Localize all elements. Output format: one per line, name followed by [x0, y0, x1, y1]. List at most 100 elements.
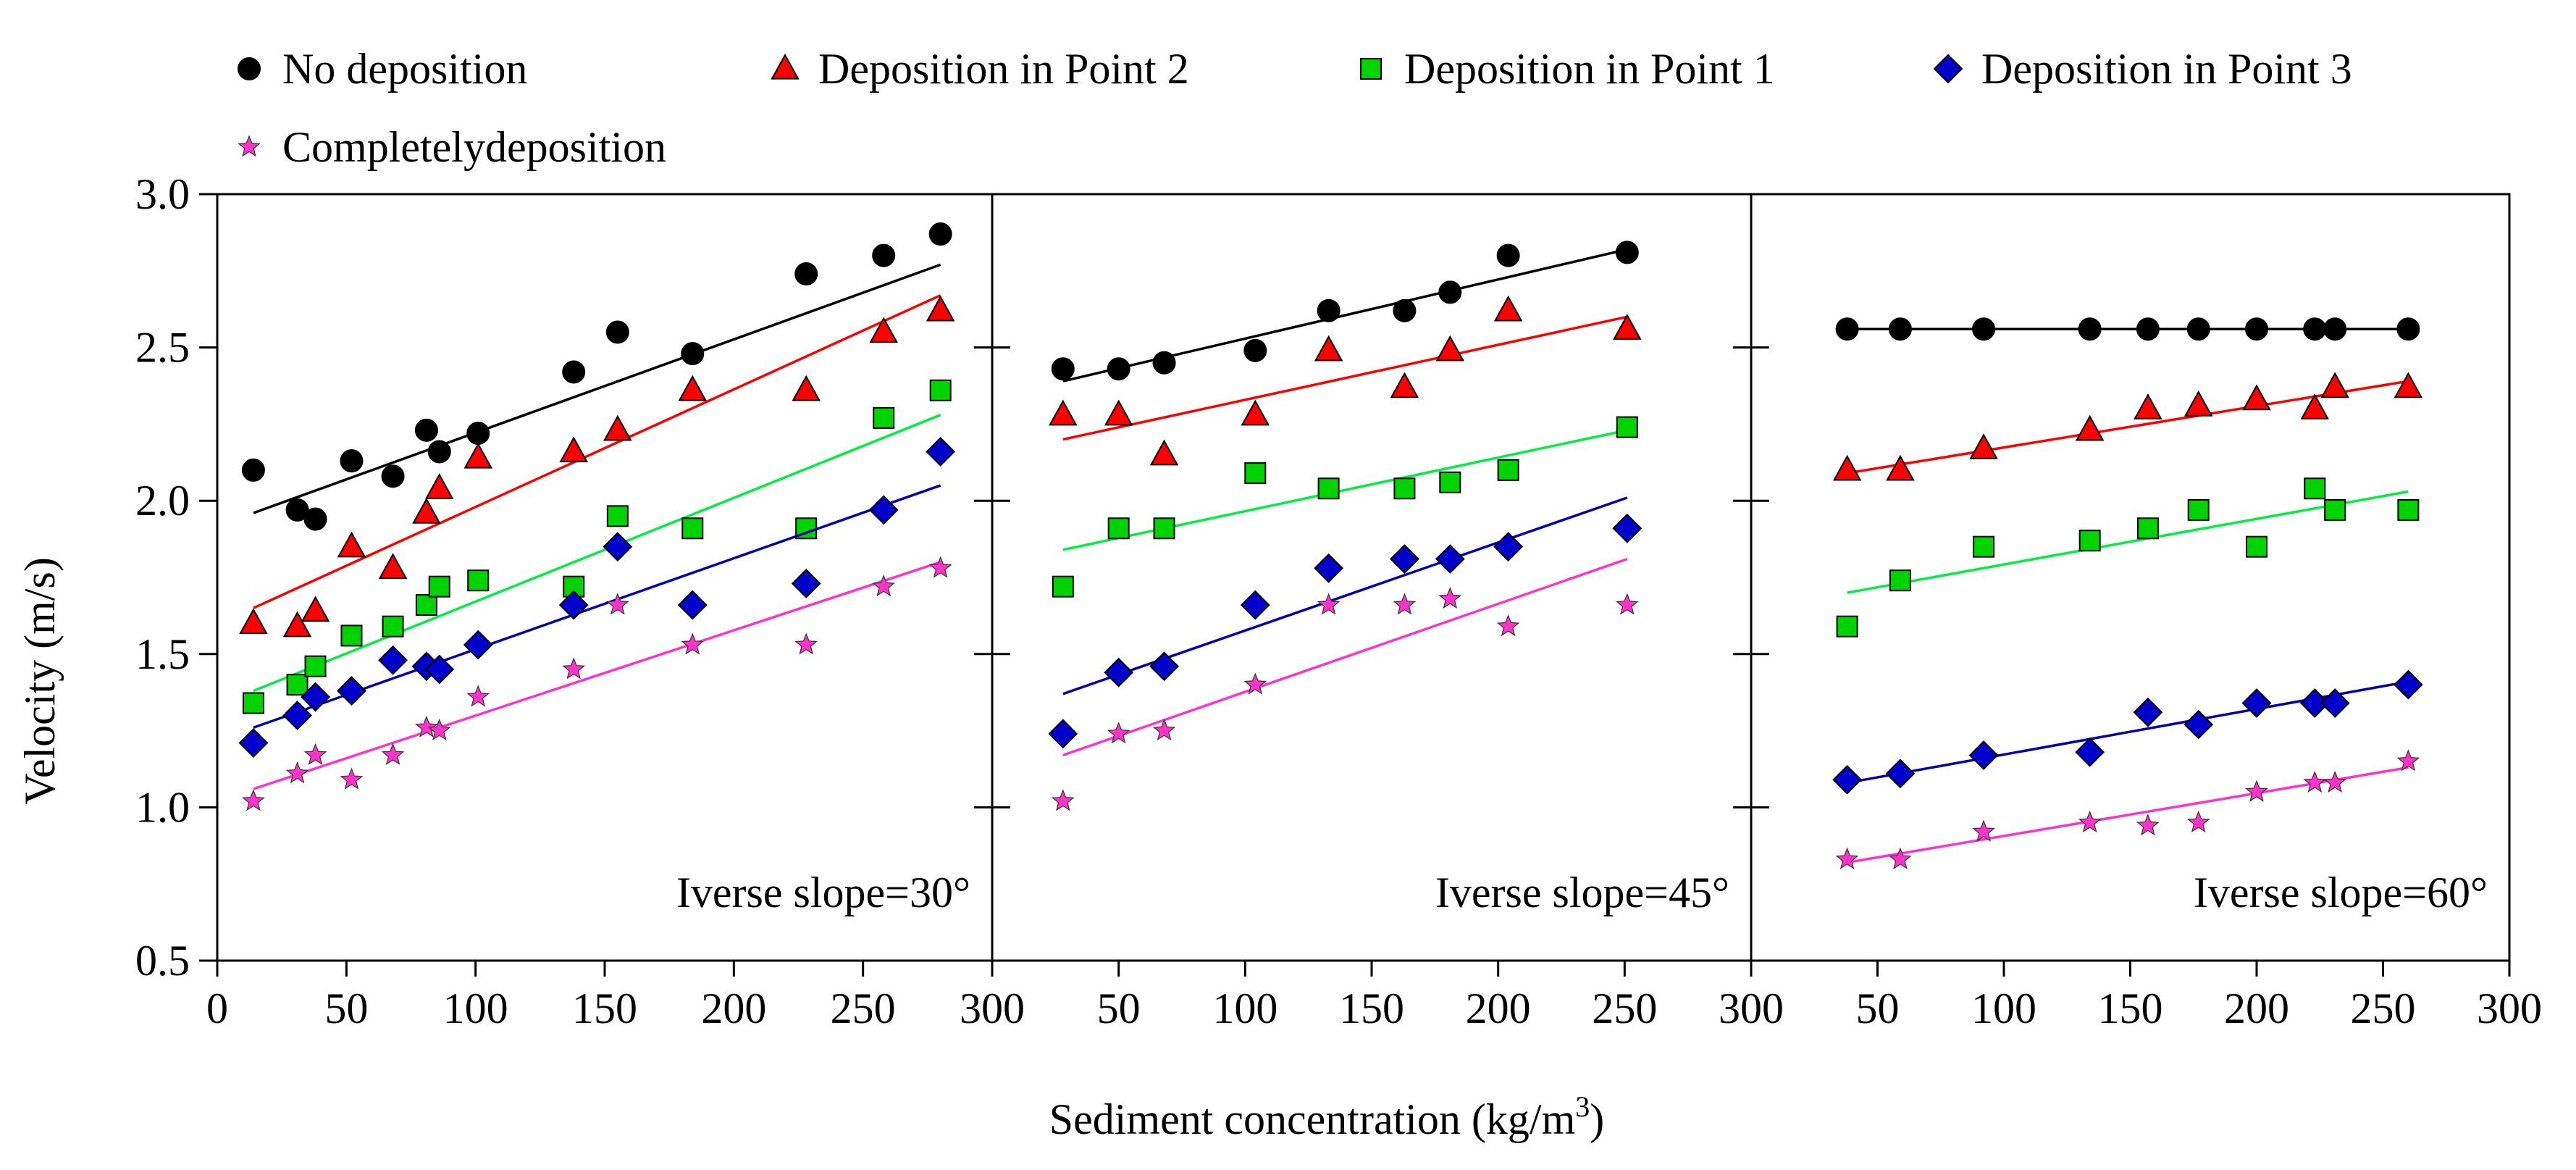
- x-tick: 150: [1339, 961, 1404, 1032]
- data-point: [1107, 517, 1130, 540]
- data-point: [1149, 439, 1179, 466]
- data-point: [678, 375, 708, 401]
- x-tick: 50: [1856, 961, 1900, 1032]
- data-point: [2323, 770, 2347, 793]
- data-point: [559, 436, 588, 463]
- legend-label: Deposition in Point 3: [1981, 45, 2352, 93]
- fit-line: [253, 484, 941, 730]
- data-point: [1051, 357, 1075, 381]
- data-point: [2136, 317, 2160, 341]
- data-point: [1836, 615, 1858, 638]
- panel-label: Iverse slope=30°: [676, 869, 970, 916]
- x-tick: 150: [2098, 961, 2163, 1032]
- data-point: [1393, 593, 1417, 615]
- data-point: [1889, 569, 1911, 592]
- data-point: [2245, 780, 2268, 802]
- data-point: [677, 590, 708, 620]
- data-point: [415, 715, 438, 737]
- panel-label: Iverse slope=60°: [2194, 869, 2488, 916]
- data-point: [558, 590, 589, 620]
- data-point: [2300, 393, 2330, 419]
- data-point: [1439, 471, 1461, 493]
- data-point: [1317, 298, 1341, 322]
- x-tick-label: 50: [1856, 985, 1900, 1032]
- data-point: [1493, 532, 1524, 562]
- data-point: [868, 495, 899, 525]
- data-point: [1244, 462, 1267, 485]
- data-point: [929, 379, 952, 401]
- data-point: [428, 575, 450, 598]
- data-point: [791, 569, 821, 598]
- data-point: [2186, 317, 2210, 341]
- data-point: [463, 442, 492, 469]
- x-tick: 250: [2351, 961, 2416, 1032]
- data-point: [466, 422, 490, 446]
- data-point: [378, 645, 408, 675]
- data-point: [337, 531, 366, 558]
- y-tick-label: 1.0: [135, 783, 190, 831]
- data-point: [1885, 759, 1916, 789]
- data-point: [1390, 372, 1419, 398]
- legend-label: No deposition: [282, 45, 527, 93]
- x-tick-label: 100: [443, 985, 508, 1032]
- y-tick: 1.0: [135, 783, 1769, 831]
- data-point: [2187, 498, 2210, 521]
- series-deposition-in-point-1: [1836, 477, 2420, 638]
- data-point: [466, 685, 490, 707]
- data-point: [2320, 372, 2349, 398]
- data-point: [1973, 535, 1995, 558]
- x-tick-label: 300: [960, 985, 1025, 1032]
- data-point: [427, 440, 451, 464]
- data-point: [1317, 477, 1340, 500]
- x-tick: 100: [443, 961, 508, 1032]
- data-point: [873, 406, 895, 429]
- x-tick: 200: [701, 961, 766, 1032]
- data-point: [1616, 593, 1639, 615]
- y-tick: 0.5: [135, 937, 1769, 985]
- data-point: [467, 569, 490, 592]
- y-tick: 2.0: [135, 477, 1769, 525]
- series-deposition-in-point-2: [239, 294, 955, 638]
- panel-1: Iverse slope=30°: [238, 222, 970, 916]
- data-point: [1835, 317, 1859, 341]
- x-tick: 50: [324, 961, 368, 1032]
- data-point: [562, 360, 586, 384]
- data-point: [872, 574, 896, 597]
- data-point: [2186, 810, 2210, 833]
- data-point: [1435, 544, 1465, 574]
- data-point: [382, 615, 404, 638]
- x-tick: 100: [1971, 961, 2036, 1032]
- data-point: [2183, 709, 2214, 740]
- fit-line: [1847, 490, 2409, 594]
- y-tick-label: 2.5: [135, 324, 190, 372]
- x-axis-panel-1: 0 50 100 150 200 250 300: [206, 961, 1025, 1032]
- data-point: [1496, 614, 1520, 637]
- data-point: [238, 728, 269, 758]
- data-point: [1438, 586, 1462, 609]
- data-point: [928, 222, 952, 246]
- data-point: [1968, 740, 1999, 770]
- x-tick: 250: [831, 961, 896, 1032]
- data-point: [928, 556, 952, 578]
- data-point: [1048, 719, 1078, 749]
- x-tick: 200: [1466, 961, 1531, 1032]
- data-point: [340, 449, 364, 473]
- x-tick-label: 50: [1097, 985, 1141, 1032]
- data-point: [869, 317, 898, 343]
- legend-item-deposition-in-point-1: Deposition in Point 1: [1360, 45, 1775, 93]
- data-point: [241, 458, 265, 482]
- data-point: [1832, 764, 1863, 795]
- axes: 0.5 1.0 1.5 2.0 2.5 3.0 0 50 100 150 200 250 300 50 10…: [135, 170, 2542, 1032]
- x-tick: 0: [206, 961, 228, 1032]
- data-point: [301, 596, 330, 622]
- y-tick: 3.0: [135, 170, 1769, 218]
- data-point: [286, 674, 309, 696]
- data-point: [1051, 789, 1075, 811]
- data-point: [603, 414, 632, 441]
- legend-label: Deposition in Point 2: [818, 45, 1189, 93]
- data-point: [2078, 317, 2102, 341]
- data-point: [2303, 770, 2327, 793]
- data-point: [606, 593, 629, 615]
- x-tick: 250: [1592, 961, 1657, 1032]
- panel-label: Iverse slope=45°: [1435, 869, 1729, 916]
